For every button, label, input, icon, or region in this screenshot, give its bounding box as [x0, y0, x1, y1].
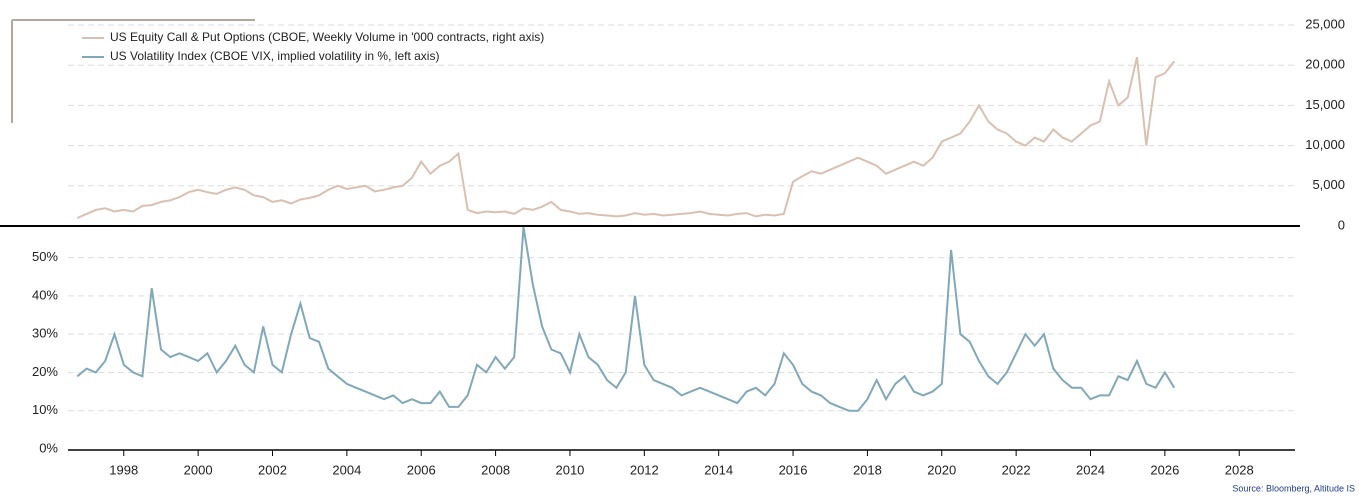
- x-tick-label: 2014: [704, 462, 733, 477]
- y-tick-label: 40%: [32, 287, 58, 302]
- x-tick-label: 2022: [1002, 462, 1031, 477]
- y2-tick-label: 10,000: [1305, 137, 1345, 152]
- y2-tick-label: 5,000: [1312, 177, 1345, 192]
- x-tick-label: 2026: [1150, 462, 1179, 477]
- x-tick-label: 1998: [109, 462, 138, 477]
- line-series: [76, 226, 1176, 412]
- x-tick-label: 2012: [630, 462, 659, 477]
- legend-label: US Volatility Index (CBOE VIX, implied v…: [110, 49, 439, 63]
- y2-tick-label: 0: [1338, 217, 1345, 232]
- x-tick-label: 2006: [407, 462, 436, 477]
- x-tick-label: 2024: [1076, 462, 1105, 477]
- x-tick-label: 2002: [258, 462, 287, 477]
- x-tick-label: 2016: [779, 462, 808, 477]
- source: Source: Bloomberg, Altitude IS: [1232, 483, 1355, 493]
- x-tick-label: 2028: [1225, 462, 1254, 477]
- y-tick-label: 0%: [39, 440, 58, 455]
- y-tick-label: 20%: [32, 364, 58, 379]
- y2-tick-label: 15,000: [1305, 97, 1345, 112]
- x-tick-label: 2000: [184, 462, 213, 477]
- y2-tick-label: 20,000: [1305, 57, 1345, 72]
- line-series: [76, 56, 1175, 219]
- y-tick-label: 30%: [32, 326, 58, 341]
- x-tick-label: 2008: [481, 462, 510, 477]
- x-tick-label: 2004: [332, 462, 361, 477]
- legend-label: US Equity Call & Put Options (CBOE, Week…: [110, 30, 544, 44]
- x-tick-label: 2018: [853, 462, 882, 477]
- y-tick-label: 10%: [32, 402, 58, 417]
- y-tick-label: 50%: [32, 249, 58, 264]
- y2-tick-label: 25,000: [1305, 16, 1345, 31]
- x-tick-label: 2020: [927, 462, 956, 477]
- x-tick-label: 2010: [555, 462, 584, 477]
